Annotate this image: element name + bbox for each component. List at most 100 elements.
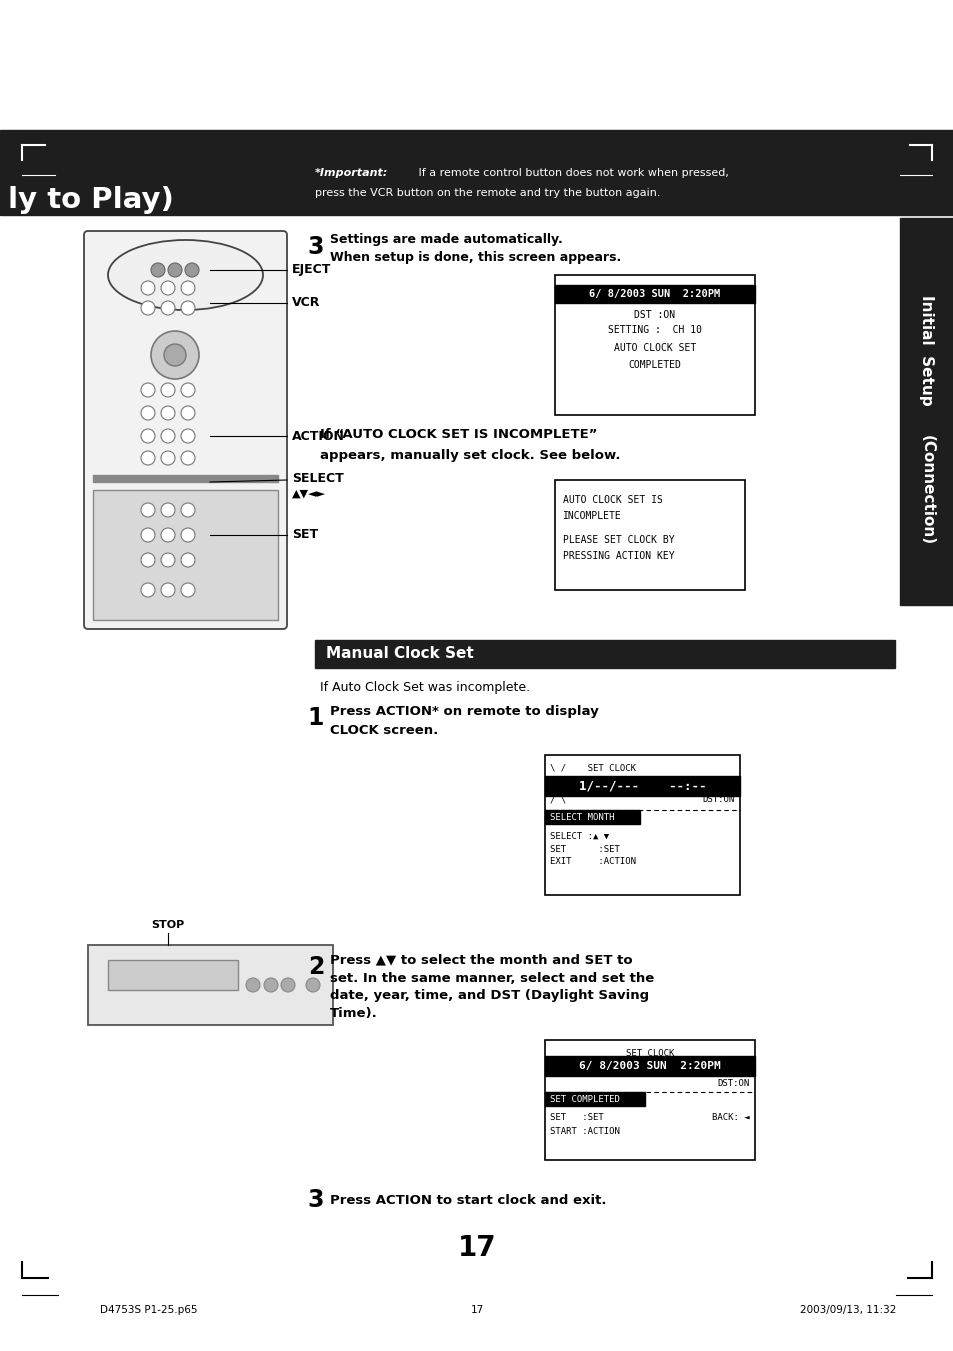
Text: COMPLETED: COMPLETED xyxy=(628,359,680,370)
Circle shape xyxy=(281,978,294,992)
Bar xyxy=(899,218,953,605)
Bar xyxy=(108,961,237,990)
Text: (Connection): (Connection) xyxy=(919,435,934,544)
Circle shape xyxy=(168,263,182,277)
Circle shape xyxy=(181,407,194,420)
Text: Settings are made automatically.: Settings are made automatically. xyxy=(330,234,562,246)
Text: EJECT: EJECT xyxy=(292,263,331,277)
Circle shape xyxy=(151,331,199,380)
FancyBboxPatch shape xyxy=(84,231,287,630)
Text: When setup is done, this screen appears.: When setup is done, this screen appears. xyxy=(330,251,620,265)
Circle shape xyxy=(161,451,174,465)
Bar xyxy=(314,640,894,667)
Text: SETTING :  CH 10: SETTING : CH 10 xyxy=(607,326,701,335)
Bar xyxy=(555,480,744,590)
Text: INCOMPLETE: INCOMPLETE xyxy=(562,511,621,521)
Text: 3: 3 xyxy=(308,1188,324,1212)
Circle shape xyxy=(161,281,174,295)
Text: If Auto Clock Set was incomplete.: If Auto Clock Set was incomplete. xyxy=(319,681,530,694)
Circle shape xyxy=(181,382,194,397)
Text: PRESSING ACTION KEY: PRESSING ACTION KEY xyxy=(562,551,674,561)
Text: START :ACTION: START :ACTION xyxy=(550,1128,619,1136)
Text: 17: 17 xyxy=(470,1305,483,1315)
Text: 6/ 8/2003 SUN  2:20PM: 6/ 8/2003 SUN 2:20PM xyxy=(578,1061,720,1071)
Circle shape xyxy=(181,430,194,443)
Circle shape xyxy=(246,978,260,992)
Text: *Important:: *Important: xyxy=(314,168,388,178)
Text: 1/--/---    --:--: 1/--/--- --:-- xyxy=(578,780,705,793)
Text: \ /    SET CLOCK: \ / SET CLOCK xyxy=(550,763,636,773)
Text: PLEASE SET CLOCK BY: PLEASE SET CLOCK BY xyxy=(562,535,674,544)
Circle shape xyxy=(306,978,319,992)
Bar xyxy=(544,1040,754,1161)
Circle shape xyxy=(161,430,174,443)
Text: SELECT: SELECT xyxy=(292,471,343,485)
Bar xyxy=(544,1092,644,1106)
Text: Initial  Setup: Initial Setup xyxy=(919,295,934,405)
Bar xyxy=(544,1056,754,1075)
Text: SET CLOCK: SET CLOCK xyxy=(625,1050,674,1058)
Circle shape xyxy=(141,584,154,597)
Text: ▲▼◄►: ▲▼◄► xyxy=(292,489,326,499)
Text: Press ACTION to start clock and exit.: Press ACTION to start clock and exit. xyxy=(330,1193,606,1206)
Circle shape xyxy=(141,430,154,443)
Circle shape xyxy=(141,382,154,397)
Circle shape xyxy=(161,407,174,420)
Bar xyxy=(555,276,754,415)
Text: DST:ON: DST:ON xyxy=(717,1079,749,1089)
Circle shape xyxy=(181,528,194,542)
Bar xyxy=(92,476,277,482)
Text: press the VCR button on the remote and try the button again.: press the VCR button on the remote and t… xyxy=(314,188,659,199)
Circle shape xyxy=(161,553,174,567)
Text: DST :ON: DST :ON xyxy=(634,309,675,320)
Text: 17: 17 xyxy=(457,1233,496,1262)
Circle shape xyxy=(141,407,154,420)
Text: set. In the same manner, select and set the: set. In the same manner, select and set … xyxy=(330,971,654,985)
Text: DST:ON: DST:ON xyxy=(702,796,734,804)
Bar xyxy=(544,755,740,894)
Text: 2003/09/13, 11:32: 2003/09/13, 11:32 xyxy=(800,1305,896,1315)
Text: AUTO CLOCK SET: AUTO CLOCK SET xyxy=(613,343,696,353)
Text: If “AUTO CLOCK SET IS INCOMPLETE”: If “AUTO CLOCK SET IS INCOMPLETE” xyxy=(319,428,597,442)
Text: 6/ 8/2003 SUN  2:20PM: 6/ 8/2003 SUN 2:20PM xyxy=(589,289,720,299)
Text: Press ▲▼ to select the month and SET to: Press ▲▼ to select the month and SET to xyxy=(330,954,632,966)
Ellipse shape xyxy=(108,240,263,309)
Text: D4753S P1-25.p65: D4753S P1-25.p65 xyxy=(100,1305,197,1315)
Text: ACTION: ACTION xyxy=(292,430,345,443)
Circle shape xyxy=(181,584,194,597)
Bar xyxy=(555,285,754,303)
Circle shape xyxy=(161,503,174,517)
Text: Press ACTION* on remote to display: Press ACTION* on remote to display xyxy=(330,705,598,719)
Bar xyxy=(92,490,277,620)
Circle shape xyxy=(161,584,174,597)
Circle shape xyxy=(161,528,174,542)
Text: date, year, time, and DST (Daylight Saving: date, year, time, and DST (Daylight Savi… xyxy=(330,989,648,1002)
Text: STOP: STOP xyxy=(152,920,185,929)
Circle shape xyxy=(141,528,154,542)
Circle shape xyxy=(181,451,194,465)
Text: CLOCK screen.: CLOCK screen. xyxy=(330,724,437,736)
Circle shape xyxy=(181,301,194,315)
Text: If a remote control button does not work when pressed,: If a remote control button does not work… xyxy=(415,168,728,178)
Bar xyxy=(544,811,639,824)
Text: ly to Play): ly to Play) xyxy=(8,186,173,213)
Circle shape xyxy=(264,978,277,992)
Circle shape xyxy=(181,503,194,517)
Circle shape xyxy=(161,382,174,397)
Circle shape xyxy=(185,263,199,277)
Text: Manual Clock Set: Manual Clock Set xyxy=(326,647,474,662)
Bar xyxy=(544,775,740,796)
Text: / \: / \ xyxy=(550,796,565,804)
Text: appears, manually set clock. See below.: appears, manually set clock. See below. xyxy=(319,449,619,462)
Text: BACK: ◄: BACK: ◄ xyxy=(712,1113,749,1123)
Circle shape xyxy=(181,553,194,567)
Circle shape xyxy=(141,451,154,465)
Circle shape xyxy=(141,281,154,295)
Circle shape xyxy=(164,345,186,366)
Text: SET      :SET: SET :SET xyxy=(550,844,619,854)
Text: SET   :SET: SET :SET xyxy=(550,1113,603,1123)
Text: AUTO CLOCK SET IS: AUTO CLOCK SET IS xyxy=(562,494,662,505)
Text: SET: SET xyxy=(292,528,317,542)
Circle shape xyxy=(181,281,194,295)
Bar xyxy=(88,944,333,1025)
